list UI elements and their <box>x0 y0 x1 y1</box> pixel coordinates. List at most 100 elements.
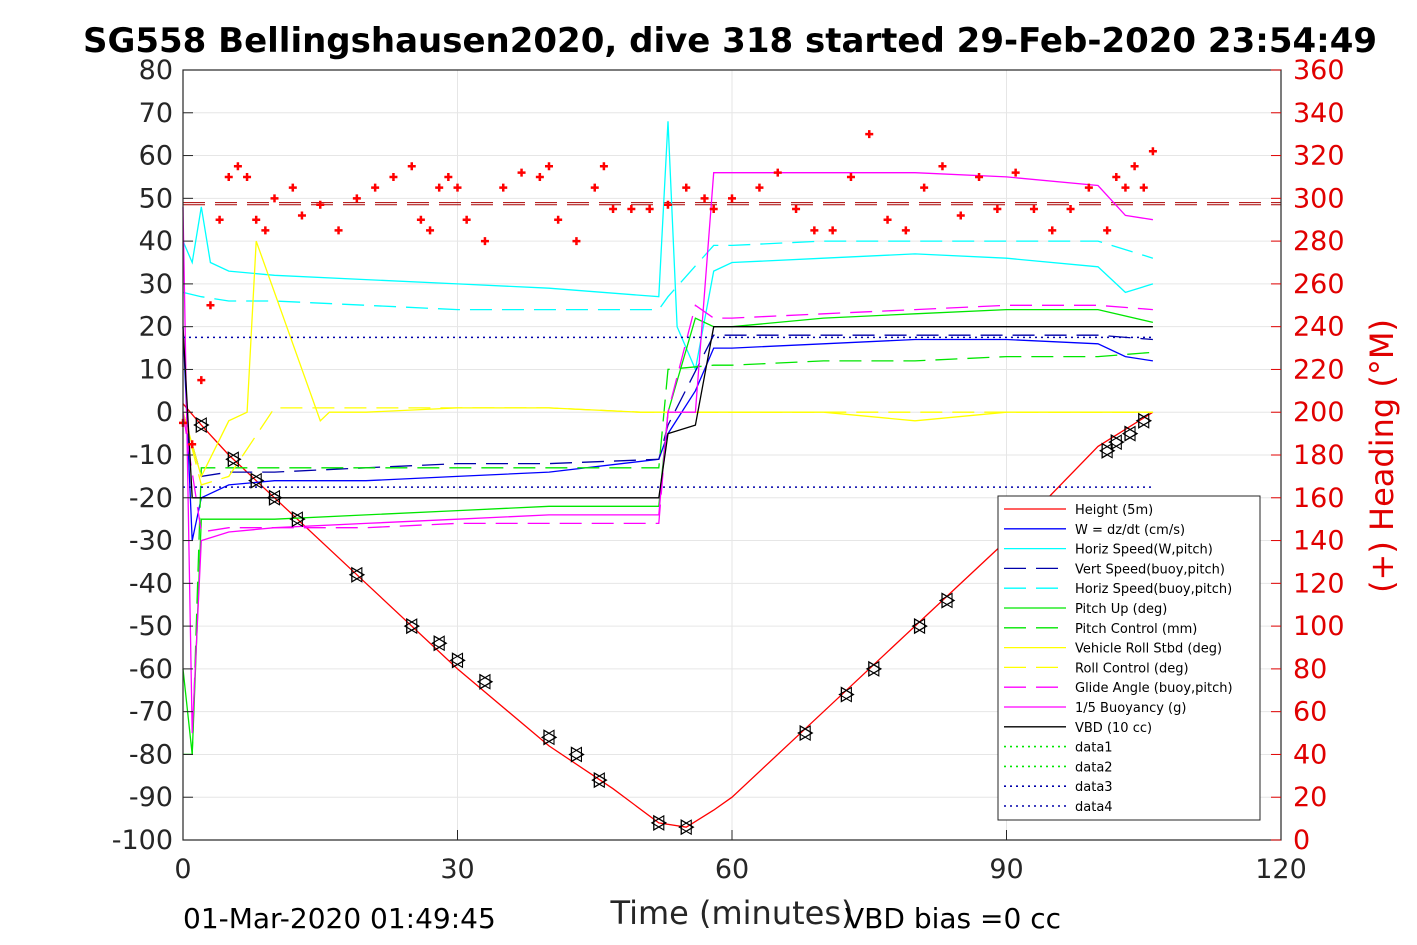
triangle-marker <box>348 566 363 583</box>
triangle-marker <box>678 819 692 836</box>
x-tick-label: 120 <box>1255 854 1307 885</box>
triangle-marker <box>938 592 953 609</box>
right-axis-ticks: 3603403203002802602402202001801601401201… <box>1271 55 1345 856</box>
triangle-marker <box>543 729 558 746</box>
legend-label: data2 <box>1075 760 1113 775</box>
heading-point <box>956 211 965 220</box>
right-tick-label: 260 <box>1293 269 1345 300</box>
right-tick-label: 360 <box>1293 55 1345 86</box>
heading-point <box>206 301 215 310</box>
heading-point <box>554 215 563 224</box>
heading-point <box>599 162 608 171</box>
heading-point <box>663 200 672 209</box>
x-tick-label: 90 <box>989 854 1023 885</box>
heading-point <box>773 168 782 177</box>
heading-point <box>316 200 325 209</box>
triangle-marker <box>351 566 366 583</box>
legend-label: Vehicle Roll Stbd (deg) <box>1075 642 1222 657</box>
triangle-marker <box>570 746 585 763</box>
x-tick-label: 0 <box>174 854 191 885</box>
heading-point <box>480 237 489 246</box>
heading-point <box>197 376 206 385</box>
triangle-marker <box>593 771 608 789</box>
triangle-marker <box>865 660 880 677</box>
left-tick-label: 80 <box>139 55 173 86</box>
triangle-marker <box>227 451 242 468</box>
triangle-marker <box>797 725 811 742</box>
heading-point <box>261 226 270 235</box>
chart-title: SG558 Bellingshausen2020, dive 318 start… <box>83 21 1377 61</box>
triangle-marker <box>911 618 926 635</box>
right-tick-label: 300 <box>1293 183 1345 214</box>
legend-label: data4 <box>1075 800 1113 815</box>
heading-point <box>728 194 736 203</box>
footer-timestamp: 01-Mar-2020 01:49:45 <box>183 902 496 935</box>
triangle-marker <box>868 660 883 678</box>
triangle-marker <box>941 592 956 609</box>
triangle-marker <box>451 652 466 669</box>
legend-label: Vert Speed(buoy,pitch) <box>1075 562 1225 577</box>
left-tick-label: -50 <box>129 611 173 642</box>
right-axis-label: (+) Heading (°M) <box>1363 319 1401 593</box>
triangle-marker <box>540 729 555 746</box>
series-line <box>182 326 1153 499</box>
triangle-marker <box>291 511 306 528</box>
triangle-layer <box>193 412 1153 836</box>
heading-point <box>352 194 361 203</box>
right-tick-label: 0 <box>1293 825 1310 856</box>
triangle-marker <box>799 724 814 742</box>
legend: Height (5m) W = dz/dt (cm/s) Horiz Speed(W… <box>997 495 1261 821</box>
heading-point <box>188 440 197 449</box>
heading-point <box>416 215 425 224</box>
left-tick-label: -40 <box>129 568 173 599</box>
legend-label: Glide Angle (buoy,pitch) <box>1075 681 1233 696</box>
triangle-marker <box>248 472 262 489</box>
heading-point <box>627 205 636 214</box>
x-axis-label: Time (minutes) <box>610 894 854 932</box>
left-tick-label: -10 <box>129 440 173 471</box>
reference-lines <box>183 202 1281 206</box>
legend-label: data3 <box>1075 780 1113 795</box>
heading-point <box>590 183 599 192</box>
heading-point <box>1139 183 1148 192</box>
legend-label: Horiz Speed(buoy,pitch) <box>1075 582 1232 597</box>
legend-label: data1 <box>1075 741 1113 756</box>
triangle-marker <box>289 511 303 528</box>
heading-point <box>1130 162 1139 171</box>
heading-point <box>270 194 279 203</box>
triangle-marker <box>266 489 281 506</box>
left-tick-label: -80 <box>129 739 173 770</box>
left-tick-label: -60 <box>129 654 173 685</box>
heading-point <box>846 172 855 181</box>
heading-point <box>1084 183 1093 192</box>
heading-point <box>407 162 416 171</box>
triangle-marker <box>1099 442 1113 459</box>
triangle-marker <box>476 673 491 690</box>
heading-point <box>1011 168 1020 177</box>
series-layer <box>182 121 1154 828</box>
triangle-marker <box>913 617 928 635</box>
heading-point <box>920 183 929 192</box>
triangle-marker <box>250 472 265 489</box>
series-line <box>182 334 1153 478</box>
heading-point <box>444 172 453 181</box>
heading-point <box>901 226 910 235</box>
heading-point <box>1121 183 1130 192</box>
left-tick-label: -70 <box>129 697 173 728</box>
footer-vbd-bias: VBD bias =0 cc <box>845 902 1061 935</box>
right-tick-label: 180 <box>1293 440 1345 471</box>
left-tick-label: 0 <box>156 397 173 428</box>
heading-point <box>1112 172 1121 181</box>
x-tick-label: 60 <box>715 854 749 885</box>
heading-point <box>938 162 947 171</box>
legend-label: Horiz Speed(W,pitch) <box>1075 543 1213 558</box>
right-tick-label: 60 <box>1293 697 1327 728</box>
triangle-marker <box>1121 425 1136 442</box>
right-tick-label: 80 <box>1293 654 1327 685</box>
triangle-marker <box>840 686 855 703</box>
heading-point <box>792 205 801 214</box>
x-tick-label: 30 <box>440 854 474 885</box>
heading-point <box>499 183 508 192</box>
heading-point <box>462 215 471 224</box>
